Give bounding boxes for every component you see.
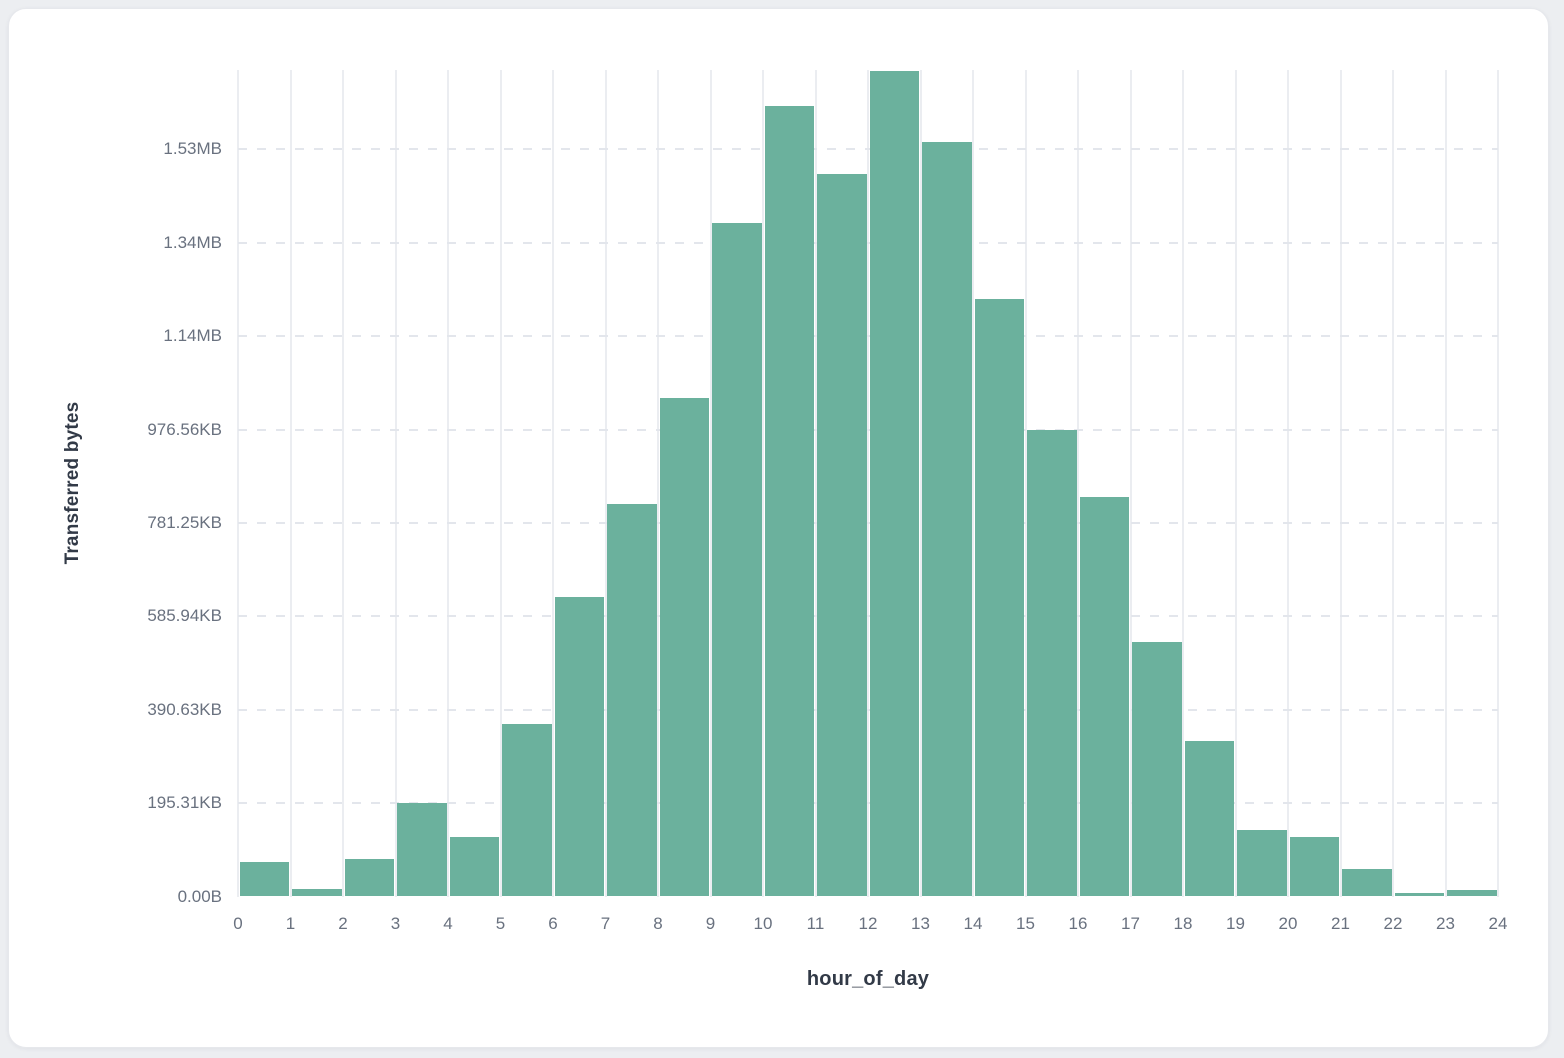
bar-hour-20[interactable] xyxy=(1289,837,1339,897)
x-tick-label-23: 23 xyxy=(1436,914,1455,933)
y-axis-title: Transferred bytes xyxy=(62,401,83,565)
vertical-gridline-13 xyxy=(919,70,922,897)
bar-hour-21[interactable] xyxy=(1342,869,1392,897)
x-tick-label-12: 12 xyxy=(858,914,878,933)
horizontal-gridline-585.94KB xyxy=(238,615,1498,618)
horizontal-gridline-1.53MB xyxy=(238,148,1498,151)
y-tick-label-195.31KB: 195.31KB xyxy=(147,793,222,813)
y-tick-label-1.34MB: 1.34MB xyxy=(163,232,222,252)
vertical-gridline-3 xyxy=(394,70,397,897)
vertical-gridline-10 xyxy=(762,70,764,897)
x-tick-label-8: 8 xyxy=(653,914,663,933)
bar-hour-19[interactable] xyxy=(1237,830,1287,897)
vertical-gridline-9 xyxy=(709,70,712,897)
x-tick-label-7: 7 xyxy=(600,914,611,933)
horizontal-gridline-781.25KB xyxy=(238,521,1498,524)
y-tick-label-1.14MB: 1.14MB xyxy=(163,326,222,346)
bar-hour-3[interactable] xyxy=(397,803,447,897)
x-tick-label-13: 13 xyxy=(911,914,930,933)
bar-hour-14[interactable] xyxy=(974,298,1024,897)
vertical-gridline-22 xyxy=(1392,70,1394,897)
vertical-gridline-0 xyxy=(237,70,239,897)
bar-hour-9[interactable] xyxy=(712,222,762,897)
bar-hour-7[interactable] xyxy=(607,504,657,897)
y-tick-label-976.56KB: 976.56KB xyxy=(147,419,222,439)
bar-hour-23[interactable] xyxy=(1447,890,1497,897)
x-tick-label-5: 5 xyxy=(495,914,506,933)
vertical-gridline-17 xyxy=(1129,70,1132,897)
horizontal-gridline-1.14MB xyxy=(238,335,1498,338)
vertical-gridline-5 xyxy=(499,70,502,897)
horizontal-gridline-1.34MB xyxy=(238,241,1498,244)
x-tick-label-6: 6 xyxy=(548,914,558,933)
x-tick-label-17: 17 xyxy=(1121,914,1140,933)
vertical-gridline-15 xyxy=(1024,70,1027,897)
x-axis-title: hour_of_day xyxy=(806,968,930,990)
vertical-gridline-2 xyxy=(342,70,344,897)
horizontal-gridline-390.63KB xyxy=(238,708,1498,711)
x-tick-label-18: 18 xyxy=(1173,914,1193,933)
vertical-gridline-12 xyxy=(867,70,869,897)
x-tick-label-0: 0 xyxy=(233,914,243,933)
x-tick-label-11: 11 xyxy=(806,914,825,933)
vertical-gridline-14 xyxy=(972,70,974,897)
vertical-gridline-24 xyxy=(1497,70,1499,897)
x-tick-label-10: 10 xyxy=(753,914,773,933)
vertical-gridline-4 xyxy=(447,70,449,897)
x-tick-label-19: 19 xyxy=(1226,914,1245,933)
x-tick-label-14: 14 xyxy=(963,914,983,933)
vertical-gridline-18 xyxy=(1182,70,1184,897)
bar-hour-10[interactable] xyxy=(764,106,814,897)
vertical-gridline-16 xyxy=(1077,70,1079,897)
bar-hour-15[interactable] xyxy=(1027,430,1077,897)
bar-hour-17[interactable] xyxy=(1132,642,1182,897)
x-tick-label-1: 1 xyxy=(285,914,296,933)
vertical-gridline-20 xyxy=(1287,70,1289,897)
vertical-gridline-7 xyxy=(604,70,607,897)
bar-hour-22[interactable] xyxy=(1394,893,1444,897)
bar-hour-18[interactable] xyxy=(1184,741,1234,897)
y-tick-label-390.63KB: 390.63KB xyxy=(147,699,222,719)
x-tick-label-20: 20 xyxy=(1278,914,1298,933)
x-tick-label-4: 4 xyxy=(443,914,453,933)
x-tick-label-22: 22 xyxy=(1383,914,1403,933)
x-tick-label-16: 16 xyxy=(1068,914,1088,933)
x-tick-label-3: 3 xyxy=(390,914,401,933)
y-tick-label-0.00B: 0.00B xyxy=(177,886,222,906)
bar-hour-6[interactable] xyxy=(554,597,604,897)
vertical-gridline-23 xyxy=(1444,70,1447,897)
bar-hour-4[interactable] xyxy=(449,837,499,897)
bar-hour-11[interactable] xyxy=(817,174,867,897)
horizontal-gridline-195.31KB xyxy=(238,802,1498,805)
vertical-gridline-1 xyxy=(289,70,292,897)
bar-hour-16[interactable] xyxy=(1079,496,1129,897)
vertical-gridline-8 xyxy=(657,70,659,897)
vertical-gridline-11 xyxy=(814,70,817,897)
vertical-gridline-21 xyxy=(1339,70,1342,897)
x-tick-label-9: 9 xyxy=(705,914,716,933)
bar-hour-8[interactable] xyxy=(659,398,709,897)
x-tick-label-21: 21 xyxy=(1331,914,1350,933)
x-tick-label-15: 15 xyxy=(1016,914,1035,933)
x-tick-label-24: 24 xyxy=(1488,914,1508,933)
bar-hour-0[interactable] xyxy=(239,862,289,897)
bar-hour-5[interactable] xyxy=(502,724,552,897)
bar-hour-12[interactable] xyxy=(869,71,919,897)
y-tick-label-781.25KB: 781.25KB xyxy=(147,512,222,532)
x-tick-label-2: 2 xyxy=(338,914,348,933)
vertical-gridline-19 xyxy=(1234,70,1237,897)
bar-hour-2[interactable] xyxy=(344,859,394,897)
y-tick-label-585.94KB: 585.94KB xyxy=(147,606,222,626)
bar-hour-1[interactable] xyxy=(292,888,342,897)
horizontal-gridline-976.56KB xyxy=(238,428,1498,431)
bar-hour-13[interactable] xyxy=(922,142,972,897)
vertical-gridline-6 xyxy=(552,70,554,897)
y-tick-label-1.53MB: 1.53MB xyxy=(163,139,222,159)
